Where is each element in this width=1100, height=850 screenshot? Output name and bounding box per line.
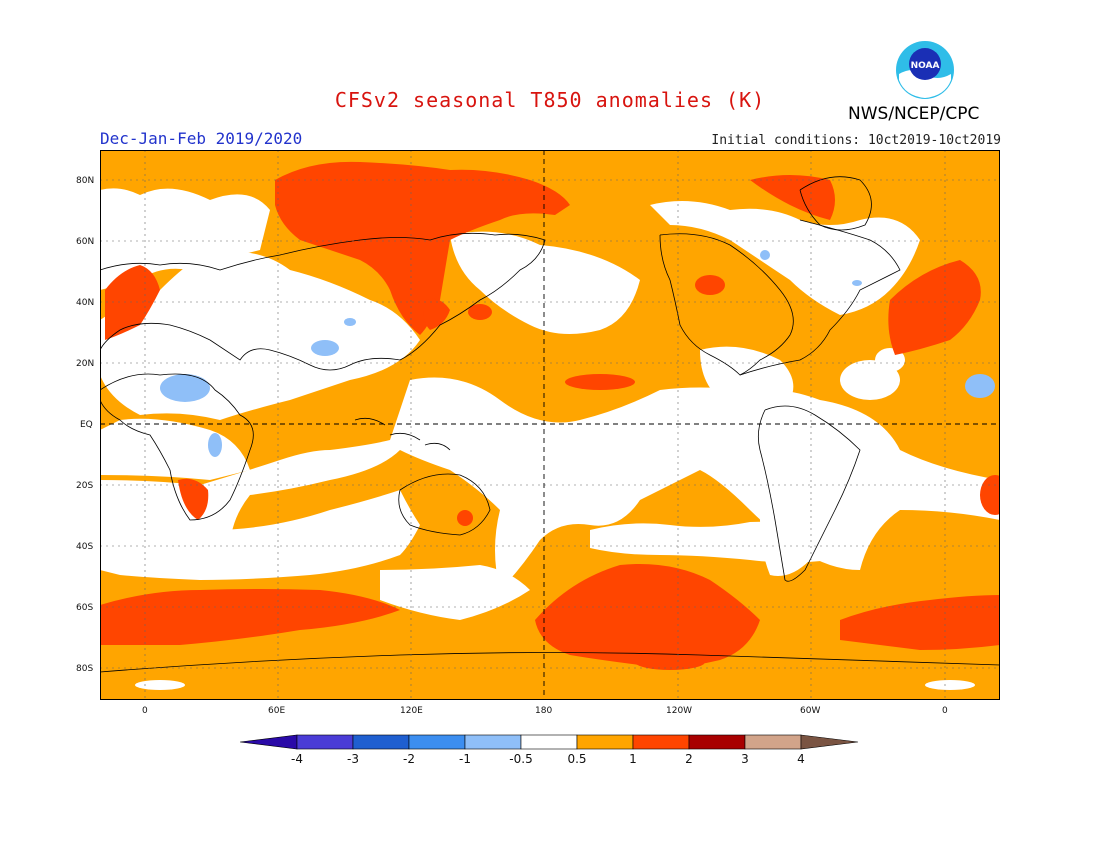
colorbar-tick-label: 4 bbox=[797, 752, 805, 766]
colorbar-tick-label: -3 bbox=[347, 752, 359, 766]
colorbar-tick-label: 0.5 bbox=[567, 752, 587, 766]
lat-label-20s: 20S bbox=[76, 481, 94, 491]
cool-regions bbox=[160, 250, 995, 457]
coastlines bbox=[100, 176, 1000, 673]
lat-label-40s: 40S bbox=[76, 542, 94, 552]
lon-label-0-right: 0 bbox=[942, 706, 948, 716]
anomaly-map bbox=[100, 150, 1000, 700]
colorbar-segment bbox=[352, 734, 410, 750]
colorbar-tick-label: -0.5 bbox=[509, 752, 533, 766]
season-period: Dec-Jan-Feb 2019/2020 bbox=[100, 129, 303, 148]
lat-label-80n: 80N bbox=[76, 176, 95, 186]
lat-lon-grid bbox=[100, 150, 1000, 700]
lon-label-120w: 120W bbox=[666, 706, 693, 716]
lon-label-120e: 120E bbox=[400, 706, 423, 716]
colorbar-segment bbox=[576, 734, 634, 750]
lon-label-60w: 60W bbox=[800, 706, 821, 716]
agency-label: NWS/NCEP/CPC bbox=[848, 104, 980, 124]
lon-label-60e: 60E bbox=[268, 706, 286, 716]
colorbar-segment bbox=[464, 734, 522, 750]
colorbar-segment bbox=[744, 734, 802, 750]
lat-label-eq: EQ bbox=[80, 420, 93, 430]
colorbar-tick-label: -1 bbox=[459, 752, 471, 766]
lon-label-0: 0 bbox=[142, 706, 148, 716]
colorbar-segment bbox=[520, 734, 578, 750]
strong-warm-regions bbox=[100, 161, 1000, 670]
colorbar-tick-label: 1 bbox=[629, 752, 637, 766]
lat-label-60n: 60N bbox=[76, 237, 95, 247]
logo-text: NOAA bbox=[911, 61, 940, 71]
colorbar bbox=[240, 734, 859, 750]
lat-label-40n: 40N bbox=[76, 298, 95, 308]
initial-conditions: Initial conditions: 10ct2019-10ct2019 bbox=[711, 133, 1001, 148]
colorbar-left-arrow bbox=[240, 734, 298, 750]
colorbar-right-arrow bbox=[800, 734, 859, 750]
colorbar-segment bbox=[408, 734, 466, 750]
equator-dateline bbox=[100, 150, 1000, 700]
chart-title: CFSv2 seasonal T850 anomalies (K) bbox=[334, 88, 766, 112]
colorbar-segment bbox=[688, 734, 746, 750]
colorbar-tick-label: 3 bbox=[741, 752, 749, 766]
colorbar-tick-label: -4 bbox=[291, 752, 303, 766]
lat-label-60s: 60S bbox=[76, 603, 94, 613]
colorbar-tick-label: 2 bbox=[685, 752, 693, 766]
colorbar-segment bbox=[632, 734, 690, 750]
lat-label-20n: 20N bbox=[76, 359, 95, 369]
lat-label-80s: 80S bbox=[76, 664, 94, 674]
colorbar-tick-label: -2 bbox=[403, 752, 415, 766]
lon-label-180: 180 bbox=[535, 706, 553, 716]
noaa-logo: NOAA bbox=[896, 41, 954, 99]
colorbar-segment bbox=[296, 734, 354, 750]
